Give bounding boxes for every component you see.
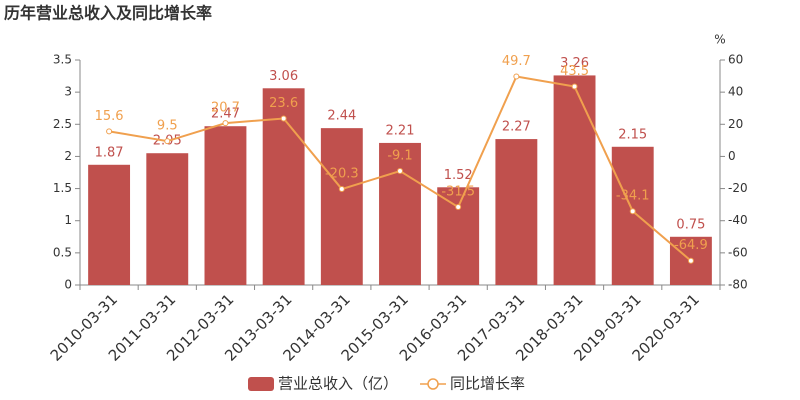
bar	[495, 139, 538, 285]
y-tick-label: 2	[64, 149, 72, 163]
bar-value-label: 3.06	[269, 69, 298, 84]
y2-tick-label: -40	[728, 213, 748, 227]
line-point	[687, 257, 694, 264]
legend-label: 营业总收入（亿）	[278, 375, 398, 393]
bar	[437, 187, 480, 285]
line-point	[513, 73, 520, 80]
line-value-label: -31.5	[441, 185, 475, 200]
bar	[204, 126, 247, 285]
y2-tick-label: 20	[728, 117, 743, 131]
bar	[553, 75, 596, 285]
y-tick-label: 3.5	[53, 53, 72, 67]
y2-tick-label: -80	[728, 278, 748, 292]
y-tick-label: 3	[64, 85, 72, 99]
y-tick-label: 2.5	[53, 117, 72, 131]
line-value-label: -64.9	[674, 238, 708, 253]
bar	[88, 164, 131, 285]
y-tick-label: 0.5	[53, 245, 72, 259]
line-value-label: 20.7	[211, 101, 240, 116]
line-point	[338, 186, 345, 193]
line-value-label: 49.7	[502, 54, 531, 69]
bar-value-label: 2.47	[211, 107, 240, 122]
bar-value-label: 3.26	[560, 56, 589, 71]
y2-axis-label: %	[714, 33, 725, 47]
line-point	[455, 204, 462, 211]
line-value-label: 43.5	[560, 64, 589, 79]
line-point	[164, 138, 171, 145]
line-point	[280, 115, 287, 122]
bar-value-label: 2.15	[618, 127, 647, 142]
bar	[379, 142, 421, 285]
line-point	[397, 168, 403, 175]
line-value-label: 9.5	[157, 119, 178, 134]
bar-value-label: 1.87	[95, 145, 124, 160]
y-tick-label: 1	[64, 213, 72, 227]
bar-value-label: 2.21	[386, 123, 415, 138]
legend-label: 同比增长率	[450, 375, 525, 393]
bar	[611, 146, 654, 285]
line-value-label: -20.3	[325, 167, 359, 182]
line-value-label: 15.6	[95, 109, 124, 124]
line-value-label: 23.6	[269, 96, 298, 111]
bar-value-label: 2.27	[502, 120, 531, 135]
bar-value-label: 1.52	[444, 168, 473, 183]
line-point	[222, 120, 229, 127]
line-point	[629, 208, 636, 215]
line-value-label: -34.1	[616, 189, 650, 204]
bar-value-label: 0.75	[676, 217, 705, 232]
y2-tick-label: -20	[728, 181, 748, 195]
y-tick-label: 0	[64, 278, 72, 292]
y2-tick-label: 0	[728, 149, 736, 163]
bar	[320, 128, 363, 285]
line-point	[106, 128, 113, 135]
y2-tick-label: 40	[728, 85, 743, 99]
bar-value-label: 2.44	[327, 109, 356, 124]
y-tick-label: 1.5	[53, 181, 72, 195]
chart-title: 历年营业总收入及同比增长率	[4, 4, 212, 23]
y2-tick-label: 60	[728, 53, 743, 67]
legend-swatch	[248, 377, 274, 391]
legend-swatch	[427, 378, 439, 390]
bar	[146, 153, 189, 285]
y2-tick-label: -60	[728, 245, 748, 259]
line-point	[571, 83, 578, 90]
line-value-label: -9.1	[387, 149, 412, 164]
